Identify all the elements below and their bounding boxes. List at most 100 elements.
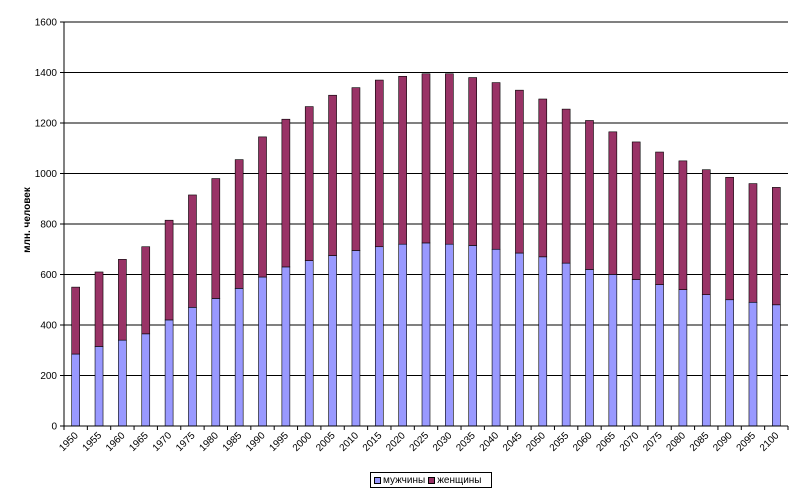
x-tick-label: 2015	[361, 430, 385, 454]
bar-series	[71, 73, 781, 427]
bar-male-2060	[585, 269, 594, 427]
bar-male-2070	[631, 279, 641, 427]
bar-female-1975	[188, 194, 197, 308]
bar-female-2085	[701, 169, 711, 295]
bar-male-2000	[304, 260, 314, 427]
x-tick-label: 2085	[688, 430, 712, 454]
bar-male-1960	[118, 339, 127, 427]
x-tick-label: 2080	[665, 430, 689, 454]
bar-male-2055	[561, 262, 571, 427]
bar-male-2015	[374, 246, 384, 427]
x-tick-label: 1980	[197, 430, 221, 454]
bar-male-2095	[748, 301, 758, 427]
legend-swatch-male	[374, 476, 381, 484]
x-tick-label: 2000	[291, 430, 315, 454]
x-tick-label: 2090	[711, 430, 735, 454]
bar-female-1990	[258, 136, 267, 278]
bar-female-2090	[725, 176, 734, 301]
bar-male-2020	[398, 243, 407, 427]
bar-female-2065	[608, 131, 618, 275]
bar-male-2080	[678, 289, 688, 427]
bar-male-2010	[351, 250, 361, 427]
bar-female-2020	[398, 75, 407, 245]
bar-female-1965	[141, 246, 151, 335]
y-tick-label: 400	[40, 321, 57, 332]
bar-female-2000	[304, 106, 314, 261]
bar-female-1980	[211, 178, 221, 299]
x-tick-label: 1950	[57, 430, 81, 454]
bar-male-2035	[468, 245, 478, 427]
y-tick-label: 1400	[35, 68, 58, 79]
x-tick-label: 2075	[641, 430, 665, 454]
x-tick-label: 2010	[338, 430, 362, 454]
bar-male-1990	[258, 276, 267, 427]
y-tick-label: 1600	[35, 18, 58, 29]
y-tick-label: 200	[40, 371, 57, 382]
bar-female-2030	[445, 73, 454, 245]
bar-male-1995	[281, 266, 291, 427]
x-tick-label: 1995	[267, 430, 291, 454]
bar-female-2005	[328, 94, 337, 256]
bar-female-1960	[118, 259, 127, 341]
x-tick-label: 2050	[524, 430, 548, 454]
bar-female-1955	[94, 271, 104, 347]
x-tick-label: 2025	[408, 430, 432, 454]
x-tick-labels: 1950 1955 1960 1965 1970 1975 1980 1985 1990 1995…	[57, 426, 789, 454]
bar-female-2060	[585, 120, 594, 270]
y-tick-label: 800	[40, 220, 57, 231]
x-tick-label: 2095	[735, 430, 759, 454]
y-tick-labels: 0 200 400 600 800 1000 1200 1400 1600	[35, 18, 64, 433]
bar-male-2075	[655, 284, 664, 427]
x-tick-label: 1955	[81, 430, 105, 454]
bar-female-2080	[678, 160, 688, 290]
chart-legend: мужчины женщины	[370, 472, 492, 488]
bar-male-1980	[211, 298, 221, 427]
bar-female-2070	[631, 141, 641, 280]
x-tick-label: 2055	[548, 430, 572, 454]
legend-swatch-female	[428, 476, 436, 484]
x-tick-label: 2070	[618, 430, 642, 454]
bar-male-1985	[234, 288, 244, 427]
bar-male-2065	[608, 274, 618, 427]
x-tick-label: 2005	[314, 430, 338, 454]
bar-male-2025	[421, 242, 431, 427]
x-tick-label: 2100	[758, 430, 782, 454]
x-tick-label: 1965	[127, 430, 151, 454]
bar-male-2085	[701, 294, 711, 427]
bar-male-1970	[164, 319, 174, 427]
y-tick-label: 600	[40, 270, 57, 281]
bar-male-2045	[515, 252, 524, 427]
legend-item-female: женщины	[428, 475, 481, 486]
bar-female-1985	[234, 159, 244, 289]
x-tick-label: 2020	[384, 430, 408, 454]
bar-female-1995	[281, 118, 291, 268]
legend-label-female: женщины	[437, 474, 482, 486]
bar-male-2030	[445, 243, 454, 427]
bar-female-2010	[351, 87, 361, 251]
bar-male-2090	[725, 299, 734, 427]
bar-female-2100	[772, 187, 781, 306]
y-tick-label: 1000	[35, 169, 58, 180]
legend-item-male: мужчины	[374, 475, 425, 486]
x-tick-label: 2045	[501, 430, 525, 454]
x-tick-label: 2060	[571, 430, 595, 454]
bar-male-2005	[328, 255, 337, 427]
bar-female-2055	[561, 108, 571, 264]
bar-female-2050	[538, 98, 548, 258]
x-tick-label: 2035	[454, 430, 478, 454]
x-tick-label: 2065	[594, 430, 618, 454]
bar-female-2040	[491, 82, 501, 250]
x-tick-label: 1990	[244, 430, 268, 454]
y-axis-label: млн. человек	[22, 186, 33, 253]
x-tick-label: 2040	[478, 430, 502, 454]
bar-female-2075	[655, 151, 664, 285]
bar-male-1965	[141, 333, 151, 427]
bar-female-2045	[515, 89, 524, 254]
bar-female-2015	[374, 79, 384, 248]
bar-female-2025	[421, 73, 431, 244]
bar-male-2040	[491, 248, 501, 427]
x-tick-label: 1975	[174, 430, 198, 454]
bar-female-2035	[468, 77, 478, 246]
